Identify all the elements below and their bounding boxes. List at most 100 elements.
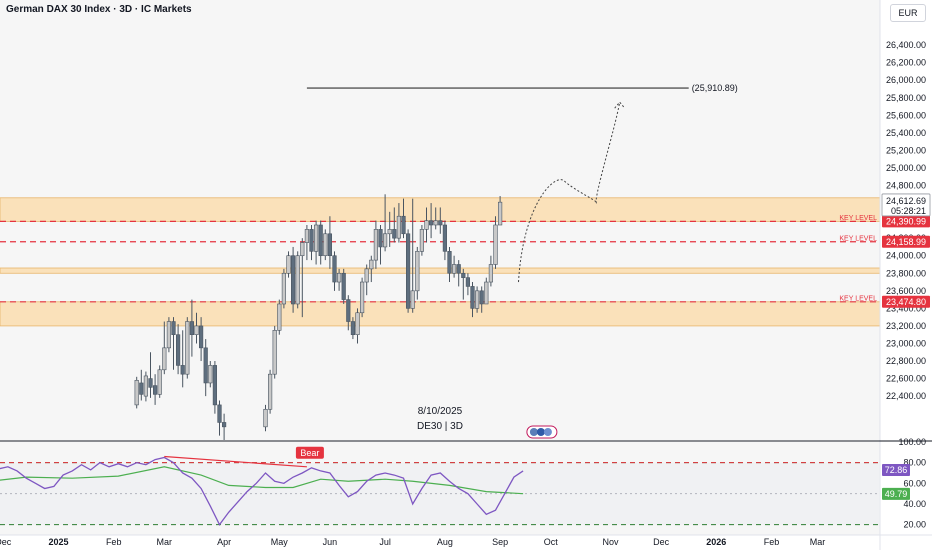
price-tick-label: 23,600.00 [886, 286, 926, 296]
time-tick-label: Nov [602, 537, 619, 547]
time-tick-label: 2026 [706, 537, 726, 547]
candle-body [488, 264, 494, 283]
candle-body [382, 233, 388, 248]
key-level-price-tag-text-1: 24,158.99 [886, 237, 926, 247]
candle-body [484, 281, 489, 305]
candle-body [401, 215, 406, 235]
candle-body [313, 224, 319, 252]
time-tick-label: Feb [106, 537, 122, 547]
candle-body [162, 347, 167, 371]
candle-body [396, 215, 402, 239]
candle-body [419, 229, 425, 252]
candle-body [387, 229, 392, 235]
candle-body [295, 255, 300, 305]
candle-body [451, 264, 457, 274]
candle-body [350, 321, 356, 335]
price-tick-label: 23,000.00 [886, 338, 926, 348]
candle-body [428, 220, 434, 226]
candle-body [272, 330, 277, 375]
price-tick-label: 26,400.00 [886, 40, 926, 50]
rsi-tick-label: 60.00 [903, 478, 926, 488]
bear-divergence-line [164, 455, 307, 468]
time-tick-label: Apr [217, 537, 231, 547]
candle-body [290, 255, 296, 305]
candle-body [300, 242, 305, 257]
rsi-tick-label: 20.00 [903, 520, 926, 530]
support-resistance-zone-2 [0, 267, 880, 274]
target-label: (25,910.89) [692, 83, 738, 93]
candle-body [134, 380, 139, 406]
time-tick-label: Feb [764, 537, 780, 547]
candle-body [461, 272, 466, 278]
time-tick-label: Mar [810, 537, 826, 547]
currency-selector[interactable]: EUR [890, 4, 926, 22]
current-price-label: 24,612.69 [886, 196, 926, 206]
candle-body [189, 321, 195, 335]
candle-body [410, 290, 415, 309]
candle-body [474, 290, 480, 309]
price-tick-label: 22,800.00 [886, 356, 926, 366]
candle-body [346, 299, 351, 322]
candle-body [442, 224, 448, 252]
current-price-countdown: 05:28:21 [891, 206, 926, 216]
price-tick-label: 25,400.00 [886, 128, 926, 138]
candle-body [359, 281, 365, 314]
price-tick-label: 22,400.00 [886, 391, 926, 401]
key-level-text-1: KEY LEVEL [839, 235, 877, 242]
candle-body [479, 290, 484, 305]
candle-body [415, 251, 420, 292]
watermark-symbol: DE30 | 3D [417, 421, 463, 432]
candle-body [148, 378, 153, 388]
key-level-text-2: KEY LEVEL [839, 295, 877, 302]
time-tick-label: Dec [0, 537, 12, 547]
key-level-price-tag-2 [882, 295, 930, 308]
key-level-price-tag-text-2: 23,474.80 [886, 297, 926, 307]
key-level-price-tag-1 [882, 235, 930, 248]
candle-body [217, 404, 222, 423]
candle-body [304, 229, 310, 243]
candle-body [203, 347, 208, 384]
price-tick-label: 25,800.00 [886, 93, 926, 103]
candle-body [153, 385, 158, 395]
candle-body [143, 375, 149, 397]
time-tick-label: Sep [492, 537, 508, 547]
event-dot-icon [536, 428, 545, 436]
bear-label-badge [295, 446, 324, 459]
candle-body [493, 224, 498, 265]
chart-title: German DAX 30 Index · 3D · IC Markets [6, 4, 192, 15]
candle-body [286, 255, 291, 274]
support-resistance-zone-1 [0, 301, 880, 327]
rsi-group [0, 446, 880, 526]
candle-body [336, 272, 342, 283]
rsi-value-tag-text-1: 49.79 [885, 489, 908, 499]
candle-body [222, 422, 227, 428]
candle-body [318, 224, 323, 257]
price-tick-label: 25,600.00 [886, 110, 926, 120]
time-tick-label: Jul [379, 537, 391, 547]
candle-body [424, 220, 429, 230]
key-level-price-tag-text-0: 24,390.99 [886, 216, 926, 226]
price-tick-label: 24,000.00 [886, 251, 926, 261]
price-tick-label: 23,800.00 [886, 268, 926, 278]
price-tick-label: 26,000.00 [886, 75, 926, 85]
rsi-value-tag-0 [882, 464, 910, 477]
rsi-tick-label: 40.00 [903, 499, 926, 509]
rsi-tick-label: 100.00 [898, 437, 926, 447]
candle-body [332, 255, 337, 283]
price-tick-label: 25,200.00 [886, 145, 926, 155]
time-tick-label: 2025 [48, 537, 68, 547]
candle-body [433, 220, 438, 226]
bear-label-text: Bear [300, 448, 319, 458]
key-level-text-0: KEY LEVEL [839, 215, 877, 222]
candle-body [281, 272, 287, 305]
candle-body [327, 233, 333, 257]
projection-path [518, 102, 621, 283]
time-tick-label: May [271, 537, 289, 547]
price-tick-label: 25,000.00 [886, 163, 926, 173]
candle-body [180, 365, 185, 375]
watermark-date: 8/10/2025 [417, 406, 463, 417]
candle-body [194, 325, 199, 335]
candle-body [171, 321, 176, 335]
